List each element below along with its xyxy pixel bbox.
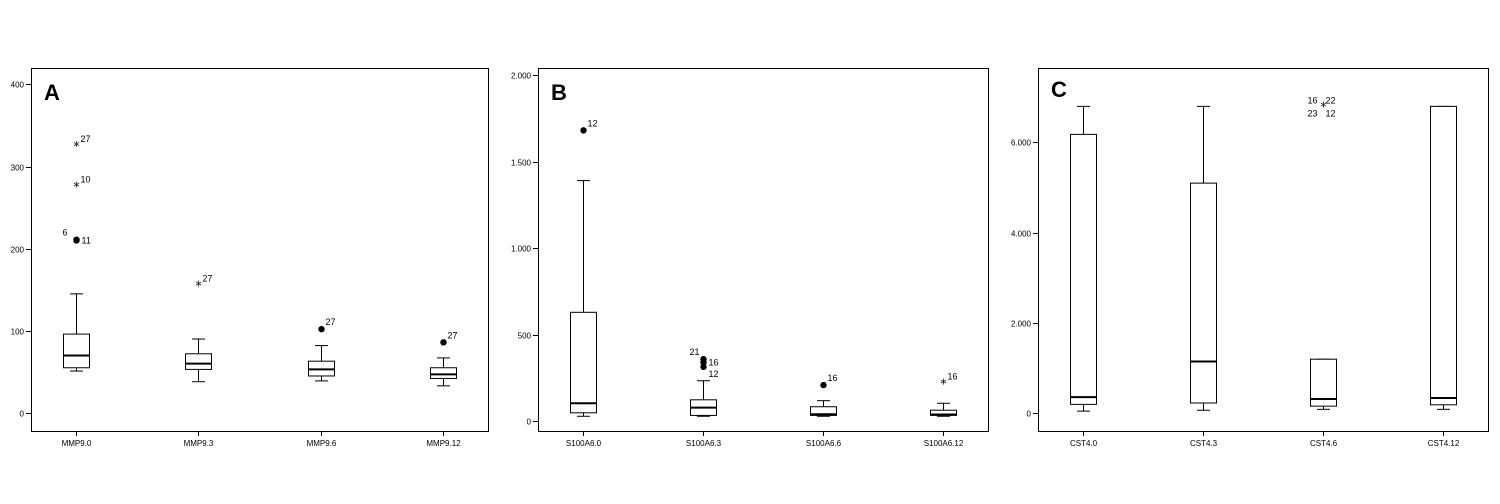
box-s100a6-6: S100A6.6 16 — [806, 373, 842, 448]
x-tick-label: MMP9.6 — [307, 439, 337, 448]
box-cst4-0: CST4.0 — [1070, 105, 1098, 448]
outlier-case-label: 16 — [709, 358, 719, 368]
x-tick-label: MMP9.3 — [184, 439, 214, 448]
box-cst4-12: CST4.12 — [1428, 105, 1460, 448]
extreme-point: * — [73, 140, 80, 155]
panel-letter: B — [551, 80, 567, 105]
outlier-case-label: 21 — [690, 347, 700, 357]
x-tick-label: MMP9.12 — [426, 439, 461, 448]
y-tick-label: 6.000 — [1011, 139, 1032, 148]
iqr-box — [1070, 133, 1097, 405]
x-tick-label: CST4.3 — [1190, 439, 1218, 448]
extreme-point: * — [1320, 100, 1327, 115]
box-cst4-6: CST4.6 *16 22 23 12 — [1308, 95, 1338, 448]
x-tick-label: CST4.12 — [1428, 439, 1460, 448]
panel-c: C 0 2.000 4.000 6.000 CST4.0 CST4.3 CST4.6 *16 22… — [1011, 68, 1489, 448]
outlier-case-label: 16 — [828, 373, 838, 383]
x-tick-label: CST4.6 — [1310, 439, 1338, 448]
x-tick-label: MMP9.0 — [62, 439, 92, 448]
y-tick-label: 1.500 — [511, 159, 532, 168]
iqr-box — [810, 406, 837, 416]
y-tick-label: 0 — [527, 418, 532, 427]
panel-a: A0100200300400MMP9.0611*10*27MMP9.3*27MM… — [11, 68, 489, 448]
iqr-box — [185, 353, 212, 370]
outlier-point — [580, 127, 587, 134]
plot-frame — [31, 68, 489, 432]
y-tick-label: 4.000 — [1011, 230, 1032, 239]
outlier-point — [318, 325, 325, 333]
box-s100a6-12: S100A6.12 *16 — [924, 371, 964, 448]
outlier-point — [700, 363, 707, 371]
outlier-case-label: 6 — [63, 228, 68, 238]
iqr-box — [1190, 182, 1217, 404]
y-tick-label: 2.000 — [511, 72, 532, 81]
iqr-box — [63, 333, 90, 369]
outlier-case-label: 27 — [81, 134, 91, 144]
outlier-case-label: 27 — [326, 317, 336, 327]
x-tick-label: CST4.0 — [1070, 439, 1098, 448]
x-tick-label: S100A6.12 — [924, 439, 964, 448]
y-tick-label: 200 — [11, 246, 25, 255]
extreme-point: * — [73, 180, 80, 195]
box-mmp9-12: MMP9.12 27 — [426, 330, 461, 448]
outlier-point — [73, 237, 80, 244]
x-tick-label: S100A6.0 — [566, 439, 602, 448]
outlier-case-label: 27 — [448, 330, 458, 340]
outlier-case-label: 11 — [82, 235, 91, 245]
outlier-case-label: 16 — [948, 371, 958, 381]
outlier-case-label: 12 — [588, 118, 598, 128]
outlier-case-label: 12 — [1326, 108, 1336, 118]
iqr-box — [1430, 105, 1457, 406]
box-s100a6-0: S100A6.0 12 — [566, 118, 602, 448]
y-tick-label: 400 — [11, 81, 25, 90]
outlier-case-label: 22 — [1326, 95, 1336, 105]
outlier-point — [440, 339, 447, 346]
y-tick-label: 500 — [518, 332, 532, 341]
extreme-point: * — [940, 377, 947, 392]
panel-b: B 0 500 1.000 1.500 2.000 S100A6.0 12 S100A6.3 21… — [511, 68, 989, 448]
iqr-box — [570, 311, 597, 414]
outlier-case-label: 23 — [1308, 108, 1318, 118]
box-cst4-3: CST4.3 — [1190, 105, 1218, 448]
outlier-case-label: 12 — [709, 369, 719, 379]
y-tick-label: 100 — [11, 328, 25, 337]
box-mmp9-3: MMP9.3 *27 — [184, 274, 214, 448]
outlier-point — [820, 381, 827, 389]
outlier-case-label: 16 — [1308, 95, 1318, 105]
outlier-case-label: 10 — [81, 174, 91, 184]
y-tick-label: 300 — [11, 164, 25, 173]
y-tick-label: 1.000 — [511, 245, 532, 254]
plot-frame — [538, 68, 989, 432]
y-tick-label: 0 — [20, 410, 25, 419]
y-tick-label: 2.000 — [1011, 320, 1032, 329]
x-tick-label: S100A6.3 — [686, 439, 722, 448]
x-tick-label: S100A6.6 — [806, 439, 842, 448]
y-tick-label: 0 — [1027, 410, 1032, 419]
box-mmp9-6: MMP9.6 27 — [307, 317, 337, 448]
plot-frame — [1038, 68, 1489, 432]
extreme-point: * — [195, 280, 202, 295]
panel-letter: C — [1051, 77, 1067, 102]
iqr-box — [430, 367, 457, 379]
outlier-case-label: 27 — [203, 274, 213, 284]
panel-letter: A — [44, 80, 60, 105]
